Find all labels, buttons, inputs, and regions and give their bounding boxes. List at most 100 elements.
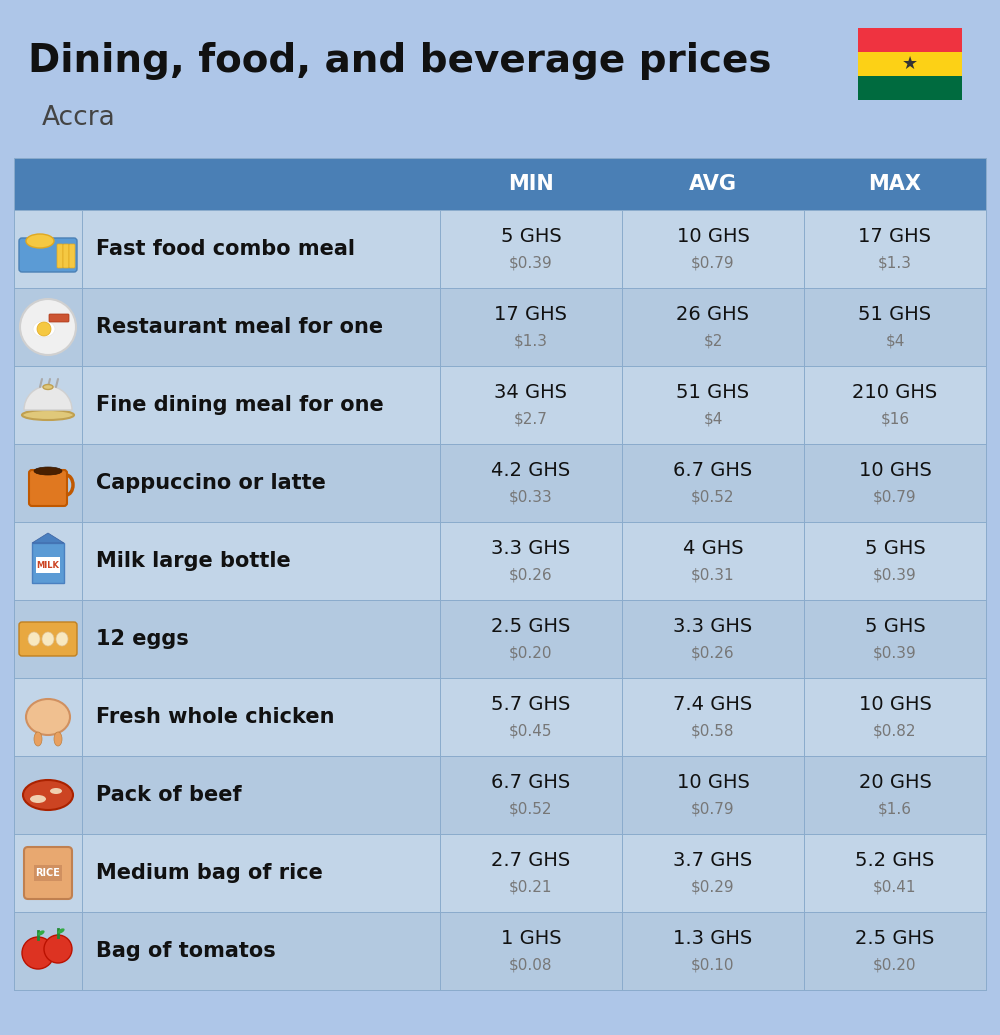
Text: $0.20: $0.20 — [873, 957, 917, 973]
Text: 4.2 GHS: 4.2 GHS — [491, 462, 571, 480]
Text: 2.5 GHS: 2.5 GHS — [491, 618, 571, 637]
Text: $0.10: $0.10 — [691, 957, 735, 973]
Text: 5 GHS: 5 GHS — [501, 228, 561, 246]
Bar — [14, 834, 986, 912]
Circle shape — [20, 299, 76, 355]
Bar — [858, 28, 962, 52]
Text: MIN: MIN — [508, 174, 554, 194]
Bar — [14, 288, 986, 366]
Text: Fresh whole chicken: Fresh whole chicken — [96, 707, 334, 727]
Text: 20 GHS: 20 GHS — [859, 773, 931, 793]
Ellipse shape — [23, 780, 73, 810]
Ellipse shape — [34, 467, 62, 475]
Text: 26 GHS: 26 GHS — [676, 305, 750, 325]
Bar — [14, 522, 986, 600]
Ellipse shape — [26, 699, 70, 735]
Bar — [14, 158, 986, 210]
Text: 6.7 GHS: 6.7 GHS — [491, 773, 571, 793]
FancyBboxPatch shape — [19, 238, 77, 272]
Text: $0.39: $0.39 — [873, 567, 917, 583]
Text: 5 GHS: 5 GHS — [865, 539, 925, 559]
Ellipse shape — [28, 632, 40, 646]
Text: AVG: AVG — [689, 174, 737, 194]
FancyBboxPatch shape — [24, 847, 72, 899]
Ellipse shape — [56, 632, 68, 646]
Text: 7.4 GHS: 7.4 GHS — [673, 696, 753, 714]
Text: Restaurant meal for one: Restaurant meal for one — [96, 317, 383, 337]
Bar — [858, 76, 962, 100]
Ellipse shape — [50, 788, 62, 794]
Text: 10 GHS: 10 GHS — [677, 773, 749, 793]
Text: $1.3: $1.3 — [878, 256, 912, 270]
Text: $0.79: $0.79 — [691, 256, 735, 270]
Text: 3.3 GHS: 3.3 GHS — [673, 618, 753, 637]
Text: $0.26: $0.26 — [509, 567, 553, 583]
Text: Fine dining meal for one: Fine dining meal for one — [96, 395, 384, 415]
Text: Bag of tomatos: Bag of tomatos — [96, 941, 276, 962]
Text: $0.39: $0.39 — [509, 256, 553, 270]
Text: Medium bag of rice: Medium bag of rice — [96, 863, 323, 883]
Text: $0.39: $0.39 — [873, 646, 917, 660]
FancyBboxPatch shape — [29, 470, 67, 506]
FancyBboxPatch shape — [57, 244, 63, 268]
Text: $0.58: $0.58 — [691, 723, 735, 739]
FancyBboxPatch shape — [69, 244, 75, 268]
Ellipse shape — [30, 795, 46, 803]
Text: Cappuccino or latte: Cappuccino or latte — [96, 473, 326, 493]
Text: MILK: MILK — [37, 561, 59, 569]
Ellipse shape — [34, 732, 42, 746]
Wedge shape — [24, 386, 72, 410]
FancyBboxPatch shape — [49, 314, 69, 322]
FancyBboxPatch shape — [36, 557, 60, 573]
Text: Accra: Accra — [42, 105, 116, 131]
Text: 17 GHS: 17 GHS — [858, 228, 932, 246]
Circle shape — [22, 937, 54, 969]
Text: 210 GHS: 210 GHS — [852, 384, 938, 403]
Text: 10 GHS: 10 GHS — [859, 462, 931, 480]
Text: MAX: MAX — [868, 174, 922, 194]
Text: $4: $4 — [885, 333, 905, 349]
Text: 5 GHS: 5 GHS — [865, 618, 925, 637]
Text: $0.79: $0.79 — [691, 801, 735, 817]
Text: $2.7: $2.7 — [514, 412, 548, 426]
Bar — [14, 678, 986, 756]
Text: 5.2 GHS: 5.2 GHS — [855, 852, 935, 870]
Bar — [14, 600, 986, 678]
Text: 3.3 GHS: 3.3 GHS — [491, 539, 571, 559]
Text: $0.45: $0.45 — [509, 723, 553, 739]
Text: $1.6: $1.6 — [878, 801, 912, 817]
Text: 51 GHS: 51 GHS — [676, 384, 750, 403]
Bar — [14, 210, 986, 288]
Text: $0.26: $0.26 — [691, 646, 735, 660]
Text: 5.7 GHS: 5.7 GHS — [491, 696, 571, 714]
Text: $0.79: $0.79 — [873, 490, 917, 504]
Text: $1.3: $1.3 — [514, 333, 548, 349]
Text: $0.20: $0.20 — [509, 646, 553, 660]
Text: $16: $16 — [880, 412, 910, 426]
Text: Dining, food, and beverage prices: Dining, food, and beverage prices — [28, 42, 772, 80]
Text: $0.31: $0.31 — [691, 567, 735, 583]
Text: ★: ★ — [902, 55, 918, 73]
Ellipse shape — [54, 732, 62, 746]
Bar — [14, 756, 986, 834]
Text: $0.08: $0.08 — [509, 957, 553, 973]
Bar — [14, 444, 986, 522]
Text: 34 GHS: 34 GHS — [494, 384, 568, 403]
Ellipse shape — [33, 321, 55, 337]
Text: Pack of beef: Pack of beef — [96, 785, 242, 805]
Ellipse shape — [57, 928, 65, 934]
Text: RICE: RICE — [36, 868, 60, 878]
Text: $0.29: $0.29 — [691, 880, 735, 894]
Text: 17 GHS: 17 GHS — [494, 305, 568, 325]
FancyBboxPatch shape — [32, 543, 64, 583]
Text: $0.21: $0.21 — [509, 880, 553, 894]
Text: $0.41: $0.41 — [873, 880, 917, 894]
Circle shape — [44, 935, 72, 963]
Text: $0.52: $0.52 — [509, 801, 553, 817]
Ellipse shape — [43, 384, 53, 389]
Text: $0.33: $0.33 — [509, 490, 553, 504]
Text: 10 GHS: 10 GHS — [859, 696, 931, 714]
Text: $4: $4 — [703, 412, 723, 426]
FancyBboxPatch shape — [63, 244, 69, 268]
Text: 4 GHS: 4 GHS — [683, 539, 743, 559]
